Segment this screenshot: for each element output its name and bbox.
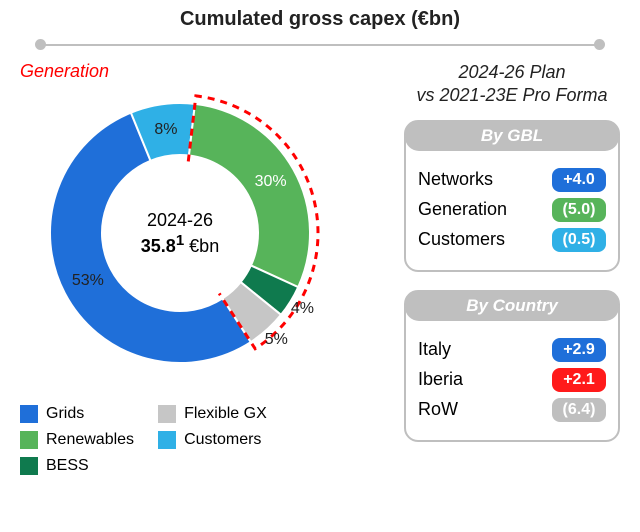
- legend-swatch: [20, 431, 38, 449]
- slice-label: 5%: [265, 331, 288, 349]
- slice-label: 4%: [291, 300, 314, 318]
- legend-swatch: [20, 457, 38, 475]
- compare-row-label: Networks: [418, 169, 493, 190]
- legend-label: Renewables: [46, 431, 134, 449]
- compare-row: Italy +2.9: [418, 338, 606, 362]
- legend-item: Flexible GX: [158, 405, 267, 423]
- legend-item: Customers: [158, 431, 267, 449]
- legend-swatch: [158, 405, 176, 423]
- compare-row: Generation (5.0): [418, 198, 606, 222]
- donut-chart: 2024-26 35.81 €bn 53% 8% 30% 4%5%: [20, 73, 340, 393]
- compare-row: Iberia +2.1: [418, 368, 606, 392]
- legend-swatch: [158, 431, 176, 449]
- donut-center-value: 35.81 €bn: [141, 232, 219, 258]
- legend-swatch: [20, 405, 38, 423]
- compare-row-value: +2.1: [552, 368, 606, 392]
- slice-label: 30%: [255, 173, 287, 191]
- slice-label: 8%: [154, 121, 177, 139]
- legend: Grids Renewables BESS Flexible GX Customers: [20, 405, 400, 475]
- compare-row-value: (6.4): [552, 398, 606, 422]
- compare-row-value: +2.9: [552, 338, 606, 362]
- legend-item: Renewables: [20, 431, 134, 449]
- compare-row-value: (5.0): [552, 198, 606, 222]
- by-country-heading: By Country: [405, 291, 619, 321]
- compare-row: Networks +4.0: [418, 168, 606, 192]
- compare-row-label: Customers: [418, 229, 505, 250]
- compare-row-value: (0.5): [552, 228, 606, 252]
- slice-label: 53%: [72, 272, 104, 290]
- donut-center: 2024-26 35.81 €bn: [141, 209, 219, 257]
- legend-label: BESS: [46, 457, 89, 475]
- legend-item: BESS: [20, 457, 134, 475]
- legend-label: Customers: [184, 431, 261, 449]
- compare-row-label: RoW: [418, 399, 458, 420]
- compare-row-label: Italy: [418, 339, 451, 360]
- legend-label: Flexible GX: [184, 405, 267, 423]
- legend-label: Grids: [46, 405, 84, 423]
- page-title: Cumulated gross capex (€bn): [0, 8, 640, 31]
- by-country-box: By Country Italy +2.9 Iberia +2.1 RoW (6.4): [404, 290, 620, 442]
- donut-center-period: 2024-26: [141, 209, 219, 232]
- legend-item: Grids: [20, 405, 134, 423]
- compare-row-label: Iberia: [418, 369, 463, 390]
- by-gbl-heading: By GBL: [405, 121, 619, 151]
- compare-row: Customers (0.5): [418, 228, 606, 252]
- by-gbl-box: By GBL Networks +4.0 Generation (5.0) Custom…: [404, 120, 620, 272]
- compare-title: 2024-26 Plan vs 2021-23E Pro Forma: [404, 61, 620, 108]
- donut-slice-renewables: [189, 104, 310, 287]
- compare-row-label: Generation: [418, 199, 507, 220]
- compare-row: RoW (6.4): [418, 398, 606, 422]
- divider: [40, 39, 600, 51]
- compare-row-value: +4.0: [552, 168, 606, 192]
